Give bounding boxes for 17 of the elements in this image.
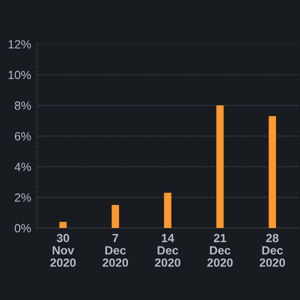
y-tick-label: 10% [8, 70, 31, 80]
y-tick-label: 6% [14, 132, 31, 140]
x-tick-label: 21 Dec 2020 [207, 234, 233, 267]
y-tick-label: 12% [8, 40, 31, 48]
x-tick-label: 14 Dec 2020 [154, 234, 180, 267]
bar [164, 192, 172, 228]
x-tick-label: 28 Dec 2020 [260, 234, 285, 267]
y-tick-label: 0% [14, 224, 31, 232]
x-tick-label: 30 Nov 2020 [50, 234, 76, 267]
x-tick-label: 7 Dec 2020 [102, 234, 128, 267]
bar [59, 222, 67, 228]
bar [112, 205, 120, 228]
y-tick-label: 4% [14, 162, 31, 172]
y-tick-label: 2% [14, 193, 31, 202]
bar [268, 116, 276, 228]
bar [216, 105, 224, 228]
y-tick-label: 8% [14, 101, 31, 110]
